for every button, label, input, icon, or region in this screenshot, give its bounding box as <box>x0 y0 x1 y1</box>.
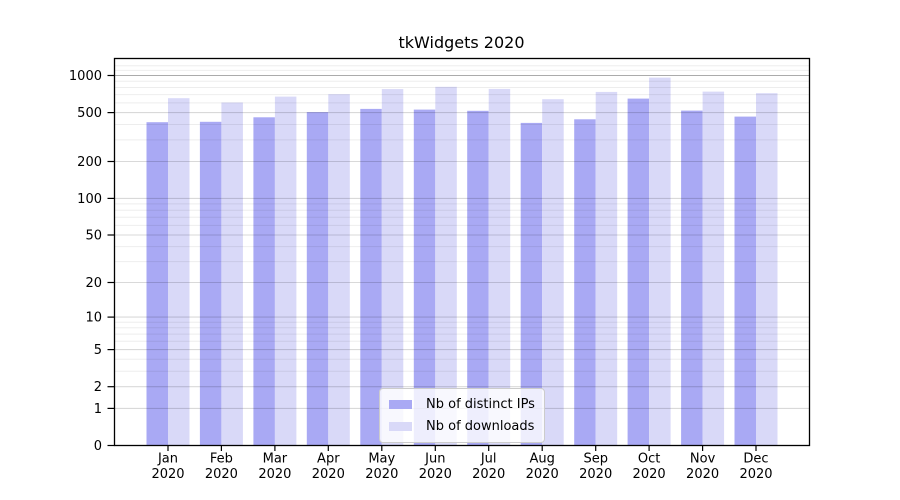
bar-nb-of-downloads-feb <box>221 102 243 446</box>
bar-nb-of-distinct-ips-sep <box>574 119 596 446</box>
y-tick-label: 2 <box>94 380 102 395</box>
chart-title: tkWidgets 2020 <box>398 33 525 52</box>
bar-nb-of-distinct-ips-jul <box>467 110 489 446</box>
x-tick-label-year: 2020 <box>205 467 238 482</box>
x-tick-label-month: Apr <box>317 452 340 467</box>
bar-nb-of-downloads-jun <box>435 86 457 446</box>
legend-item-downloads: Nb of downloads <box>389 418 535 435</box>
y-tick-label: 200 <box>77 155 102 170</box>
y-tick-label: 100 <box>77 192 102 207</box>
x-tick-label-month: Sep <box>583 452 608 467</box>
bar-nb-of-distinct-ips-jun <box>413 109 436 446</box>
y-tick-label: 20 <box>85 276 102 291</box>
bar-nb-of-distinct-ips-oct <box>627 98 650 446</box>
legend-swatch-distinct-ips-icon <box>389 400 412 409</box>
x-tick-label-month: Nov <box>690 452 716 467</box>
x-tick-label-year: 2020 <box>312 467 345 482</box>
x-tick-label-year: 2020 <box>419 467 452 482</box>
x-tick-label-year: 2020 <box>686 467 719 482</box>
bar-nb-of-downloads-dec <box>756 93 778 446</box>
x-tick-label-year: 2020 <box>739 467 772 482</box>
legend-label-downloads: Nb of downloads <box>426 419 535 434</box>
legend-label-distinct-ips: Nb of distinct IPs <box>426 397 535 412</box>
x-tick-label-year: 2020 <box>258 467 291 482</box>
bar-nb-of-downloads-oct <box>649 77 671 446</box>
bar-nb-of-downloads-mar <box>274 96 297 446</box>
y-tick-label: 1000 <box>69 69 102 84</box>
x-tick-label-month: Jun <box>424 452 445 467</box>
bar-nb-of-downloads-jul <box>488 88 511 446</box>
bar-nb-of-distinct-ips-dec <box>734 116 756 446</box>
bar-nb-of-distinct-ips-jan <box>146 122 168 446</box>
bar-nb-of-downloads-sep <box>595 91 618 446</box>
x-tick-label-month: Feb <box>210 452 233 467</box>
y-tick-label: 5 <box>94 343 102 358</box>
y-tick-label: 0 <box>94 439 102 454</box>
x-tick-label-month: Jul <box>480 452 497 467</box>
x-tick-label-month: Mar <box>263 452 288 467</box>
y-tick-label: 50 <box>85 229 102 244</box>
bar-nb-of-distinct-ips-feb <box>199 121 222 446</box>
bar-nb-of-distinct-ips-mar <box>253 117 275 446</box>
x-tick-label-month: May <box>368 452 395 467</box>
bar-nb-of-downloads-nov <box>702 91 725 446</box>
bar-nb-of-distinct-ips-apr <box>306 112 329 446</box>
y-tick-label: 500 <box>77 106 102 121</box>
bar-nb-of-distinct-ips-aug <box>520 122 543 446</box>
legend-item-distinct-ips: Nb of distinct IPs <box>389 396 535 413</box>
bar-nb-of-downloads-jan <box>168 98 190 446</box>
x-tick-label-year: 2020 <box>472 467 505 482</box>
bar-nb-of-distinct-ips-may <box>360 108 382 446</box>
x-tick-label-month: Oct <box>638 452 660 467</box>
x-tick-label-year: 2020 <box>633 467 666 482</box>
y-tick-label: 1 <box>94 402 102 417</box>
y-tick-label: 10 <box>85 311 102 326</box>
bar-nb-of-downloads-may <box>381 89 404 446</box>
x-tick-label-month: Dec <box>743 452 768 467</box>
plot-border <box>113 57 811 447</box>
bar-nb-of-downloads-aug <box>542 99 564 446</box>
x-tick-label-month: Jan <box>157 452 178 467</box>
legend-swatch-downloads-icon <box>389 422 412 431</box>
x-tick-label-year: 2020 <box>579 467 612 482</box>
bar-nb-of-downloads-apr <box>328 94 350 446</box>
bar-nb-of-distinct-ips-nov <box>681 110 703 446</box>
x-tick-label-year: 2020 <box>151 467 184 482</box>
x-tick-label-year: 2020 <box>365 467 398 482</box>
legend: Nb of distinct IPs Nb of downloads <box>379 388 545 443</box>
x-tick-label-year: 2020 <box>526 467 559 482</box>
x-tick-label-month: Aug <box>530 452 555 467</box>
